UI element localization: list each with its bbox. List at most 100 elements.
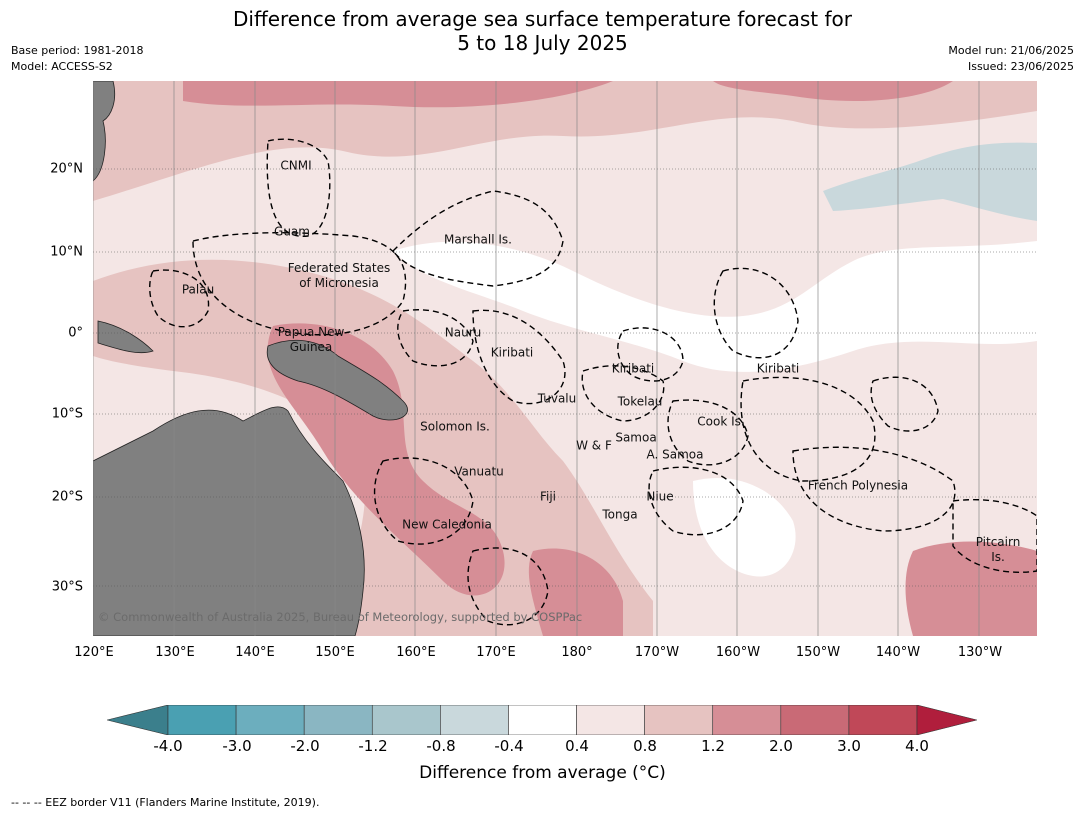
colorbar-tick: 0.4	[565, 737, 589, 755]
lat-label-30s: 30°S	[51, 579, 83, 595]
anomaly-north-warm	[183, 81, 613, 108]
anomaly-cool-patch	[823, 142, 1037, 221]
region-marshall: Marshall Is.	[444, 232, 512, 247]
lon-label-150w: 150°W	[795, 645, 841, 660]
region-tokelau: Tokelau	[617, 394, 663, 409]
colorbar-tick: -0.8	[426, 737, 456, 755]
region-new-caledonia: New Caledonia	[402, 517, 492, 532]
eez-footnote: -- -- -- EEZ border V11 (Flanders Marine…	[11, 796, 320, 809]
model-run: Model run: 21/06/2025	[948, 44, 1074, 57]
region-guam: Guam	[274, 224, 310, 239]
lat-label-0: 0°	[68, 325, 83, 341]
region-tonga: Tonga	[602, 507, 638, 522]
region-cnmi: CNMI	[280, 158, 312, 173]
copyright-notice: © Commonwealth of Australia 2025, Bureau…	[98, 610, 583, 624]
eez-borders	[149, 138, 1037, 626]
colorbar-segment	[712, 705, 782, 735]
colorbar	[107, 705, 977, 735]
lat-label-20s: 20°S	[51, 489, 83, 505]
anomaly-se-warm	[905, 541, 1037, 636]
region-fiji: Fiji	[539, 489, 557, 504]
lon-label-140w: 140°W	[875, 645, 921, 660]
title-line-1: Difference from average sea surface temp…	[232, 7, 852, 31]
region-american-samoa: A. Samoa	[646, 447, 704, 462]
region-pitcairn-line1: Pitcairn	[975, 535, 1021, 549]
colorbar-label: Difference from average (°C)	[419, 763, 666, 783]
lat-label-20n: 20°N	[50, 161, 83, 177]
anomaly-north-warm-2	[713, 81, 953, 101]
region-solomon: Solomon Is.	[420, 419, 490, 434]
region-wallis-futuna: W & F	[576, 438, 612, 453]
map-svg	[93, 81, 1037, 636]
colorbar-segment	[440, 705, 509, 735]
model-name: Model: ACCESS-S2	[11, 60, 113, 73]
colorbar-high-arrow	[916, 705, 977, 735]
colorbar-tick: -1.2	[358, 737, 388, 755]
lon-label-170w: 170°W	[634, 645, 680, 660]
chart-title: Difference from average sea surface temp…	[0, 7, 1085, 55]
region-tuvalu: Tuvalu	[537, 391, 577, 406]
lat-label-10s: 10°S	[51, 406, 83, 422]
region-fsm-line2: of Micronesia	[299, 276, 379, 290]
lon-gridlines	[93, 81, 980, 636]
lon-label-180: 180°	[561, 645, 593, 660]
colorbar-tick: 1.2	[701, 737, 725, 755]
lon-label-160e: 160°E	[396, 645, 436, 660]
lon-label-160w: 160°W	[715, 645, 761, 660]
region-kiribati-east: Kiribati	[756, 361, 800, 376]
colorbar-segment	[644, 705, 714, 735]
lon-label-120e: 120°E	[74, 645, 114, 660]
indonesia-land	[97, 320, 154, 354]
region-niue: Niue	[646, 489, 674, 504]
colorbar-low-arrow	[107, 705, 169, 735]
colorbar-tick: -4.0	[153, 737, 183, 755]
anomaly-north-band	[93, 81, 1037, 201]
colorbar-tick: -3.0	[222, 737, 252, 755]
meta-right: Model run: 21/06/2025 Issued: 23/06/2025	[948, 43, 1074, 75]
colorbar-tick: 4.0	[905, 737, 929, 755]
lon-label-170e: 170°E	[476, 645, 516, 660]
anomaly-neutral-zone	[393, 241, 1037, 372]
region-pitcairn: Pitcairn Is.	[976, 535, 1021, 565]
meta-left: Base period: 1981-2018 Model: ACCESS-S2	[11, 43, 143, 75]
lon-label-140e: 140°E	[235, 645, 275, 660]
colorbar-segment	[303, 705, 373, 735]
issued-date: Issued: 23/06/2025	[967, 60, 1074, 73]
region-fsm-line1: Federated States	[287, 261, 391, 275]
region-french-polynesia: French Polynesia	[807, 478, 909, 493]
asia-land	[93, 81, 116, 182]
colorbar-segment	[371, 705, 441, 735]
new-guinea-land	[266, 339, 408, 421]
colorbar-tick: 3.0	[837, 737, 861, 755]
region-kiribati-west: Kiribati	[490, 345, 534, 360]
anomaly-south-warm	[528, 548, 623, 636]
base-period: Base period: 1981-2018	[11, 44, 144, 57]
sst-anomaly-map	[93, 81, 1037, 636]
region-palau: Palau	[181, 282, 215, 297]
colorbar-tick: -0.4	[494, 737, 524, 755]
title-line-2: 5 to 18 July 2025	[457, 31, 628, 55]
lon-label-150e: 150°E	[315, 645, 355, 660]
colorbar-tick: 0.8	[633, 737, 657, 755]
colorbar-segment	[576, 705, 645, 735]
anomaly-png-warm	[267, 323, 505, 596]
region-nauru: Nauru	[444, 325, 482, 340]
region-fsm: Federated States of Micronesia	[288, 261, 390, 291]
lon-label-130e: 130°E	[155, 645, 195, 660]
region-kiribati-central: Kiribati	[611, 361, 655, 376]
lon-label-130w: 130°W	[957, 645, 1003, 660]
colorbar-segments	[167, 705, 918, 735]
colorbar-tick: -2.0	[290, 737, 320, 755]
region-png-line1: Papua New	[277, 325, 345, 339]
region-samoa: Samoa	[615, 430, 657, 445]
colorbar-segment	[848, 705, 918, 735]
region-png-line2: Guinea	[289, 340, 333, 354]
lat-gridlines	[93, 168, 1037, 587]
colorbar-segment	[780, 705, 850, 735]
australia-land	[93, 406, 365, 636]
region-vanuatu: Vanuatu	[454, 464, 504, 479]
lat-label-10n: 10°N	[50, 244, 83, 260]
colorbar-segment	[167, 705, 237, 735]
colorbar-tick: 2.0	[769, 737, 793, 755]
colorbar-segment	[235, 705, 305, 735]
